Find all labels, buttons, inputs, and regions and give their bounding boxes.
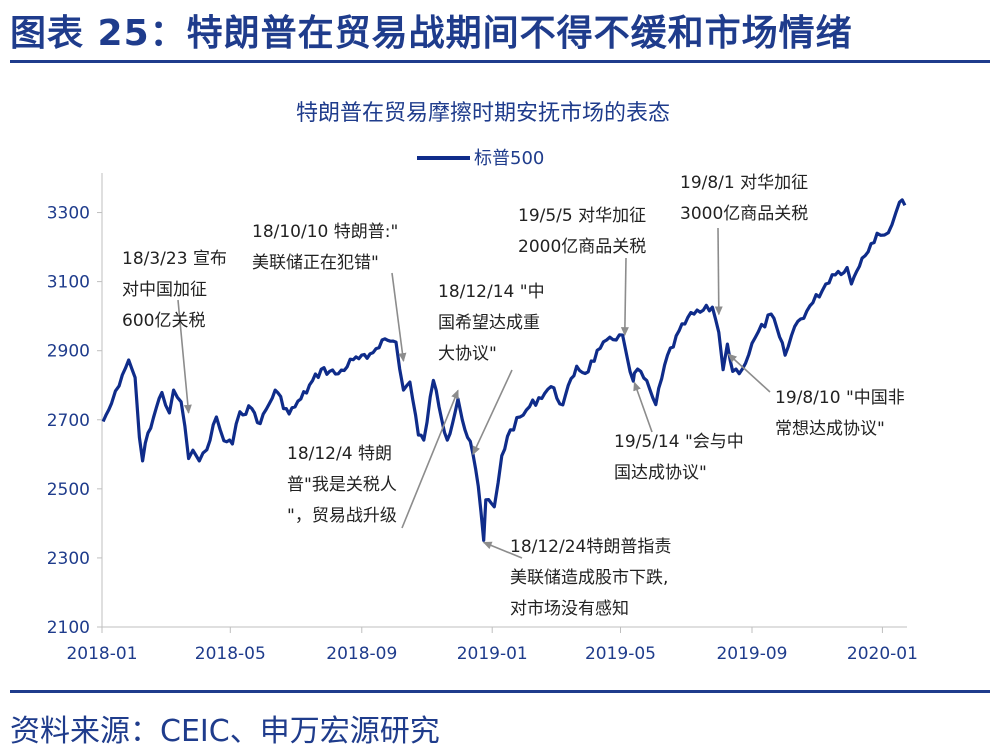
annotation: 19/5/5 对华加征 2000亿商品关税 — [518, 206, 646, 337]
x-tick-label: 2019-09 — [716, 644, 787, 664]
annotation: 18/12/4 特朗普"我是关税人 "，贸易战升级 — [287, 389, 459, 529]
annotation-text-line: 18/10/10 特朗普:" — [252, 222, 398, 242]
annotation-text-line: 国达成协议" — [614, 463, 707, 483]
x-tick-label: 2018-05 — [195, 644, 266, 664]
x-tick-label: 2018-01 — [66, 644, 137, 664]
annotation-text-line: 2000亿商品关税 — [518, 237, 646, 257]
annotation-text-line: 18/12/4 特朗 — [287, 444, 392, 464]
annotation: 18/10/10 特朗普:" 美联储正在犯错" — [252, 222, 407, 363]
source-rule — [10, 690, 990, 693]
legend: 标普500 — [417, 148, 544, 169]
annotation-text-line: 19/5/14 "会与中 — [614, 432, 744, 452]
title-rule — [10, 60, 990, 63]
x-tick-label: 2018-09 — [326, 644, 397, 664]
annotation-text-line: 19/8/10 "中国非 — [775, 388, 905, 408]
annotation: 19/8/1 对华加征 3000亿商品关税 — [680, 173, 808, 316]
annotation-arrow — [401, 389, 459, 529]
chart-title: 特朗普在贸易摩擦时期安抚市场的表态 — [296, 101, 670, 126]
annotation-arrow — [177, 299, 192, 414]
axes: 2100 2300 2500 2700 2900 3100 3300 2018-01 2018-… — [47, 173, 918, 664]
annotation-text-line: 普"我是关税人 — [287, 475, 397, 495]
annotation-arrow — [714, 227, 723, 316]
annotation-arrow — [633, 381, 653, 433]
y-tick-label: 2100 — [47, 618, 90, 638]
annotation-text-line: "，贸易战升级 — [287, 506, 397, 526]
annotation-text-line: 600亿关税 — [122, 311, 205, 331]
y-tick-label: 2500 — [47, 480, 90, 500]
y-tick-label: 3100 — [47, 273, 90, 293]
legend-label: 标普500 — [474, 148, 544, 169]
x-tick-label: 2019-05 — [585, 644, 656, 664]
annotation-arrow — [472, 369, 513, 456]
annotation-text-line: 19/5/5 对华加征 — [518, 206, 646, 226]
annotation-arrow — [727, 353, 771, 393]
y-tick-label: 2900 — [47, 342, 90, 362]
annotation-text-line: 美联储造成股市下跌, — [510, 568, 668, 588]
figure-title: 图表 25：特朗普在贸易战期间不得不缓和市场情绪 — [10, 13, 853, 54]
annotation-text-line: 19/8/1 对华加征 — [680, 173, 808, 193]
annotation-text-line: 对中国加征 — [122, 280, 207, 300]
annotation-text-line: 常想达成协议" — [775, 419, 885, 439]
annotation-text-line: 18/12/14 "中 — [438, 282, 545, 302]
y-tick-label: 2300 — [47, 549, 90, 569]
annotation-text-line: 3000亿商品关税 — [680, 204, 808, 224]
annotation-text-line: 大协议" — [438, 344, 497, 364]
series-layer — [101, 198, 907, 542]
annotation-arrow — [620, 257, 629, 337]
annotation-text-line: 18/3/23 宣布 — [122, 249, 227, 269]
x-tick-label: 2020-01 — [847, 644, 918, 664]
y-tick-label: 2700 — [47, 411, 90, 431]
annotation-text-line: 国希望达成重 — [438, 313, 540, 333]
source-note: 资料来源：CEIC、申万宏源研究 — [10, 714, 440, 749]
sp500-series-line — [101, 198, 907, 542]
annotation-text-line: 对市场没有感知 — [510, 599, 629, 619]
x-tick-label: 2019-01 — [457, 644, 528, 664]
annotation-arrow — [391, 272, 407, 363]
annotation-text-line: 美联储正在犯错" — [252, 253, 379, 273]
y-tick-label: 3300 — [47, 204, 90, 224]
annotation-text-line: 18/12/24特朗普指责 — [510, 537, 671, 557]
annotation-arrow — [482, 541, 523, 559]
